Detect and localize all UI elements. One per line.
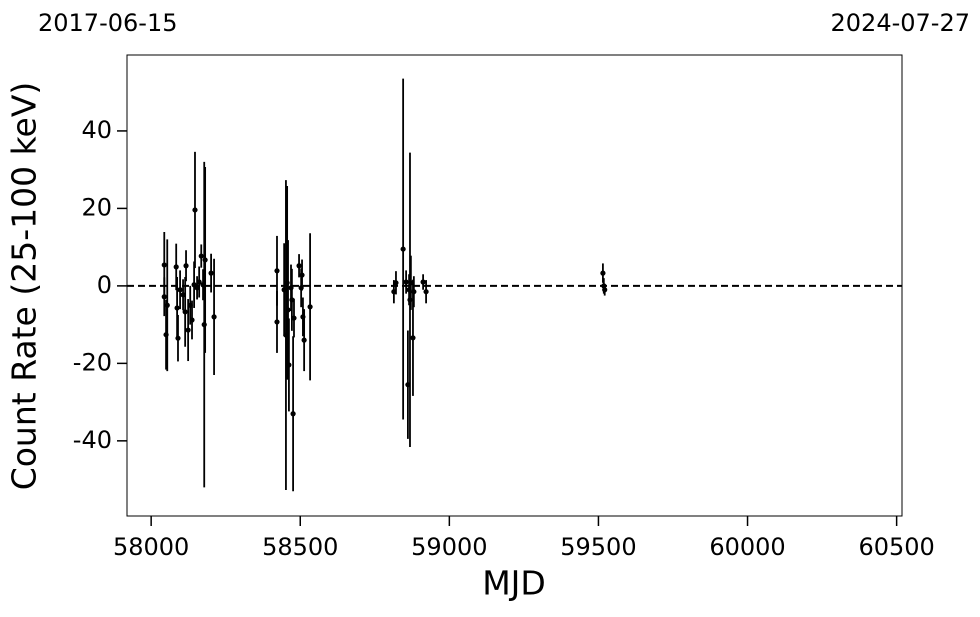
- x-tick-label: 58500: [262, 533, 338, 561]
- data-point: [177, 287, 183, 293]
- data-point: [602, 287, 608, 293]
- data-point: [201, 322, 207, 328]
- data-point: [296, 263, 302, 269]
- y-axis-label: Count Rate (25-100 keV): [5, 82, 44, 491]
- data-point: [600, 270, 606, 276]
- y-tick-label: 20: [81, 193, 112, 221]
- x-tick-label: 58000: [113, 533, 189, 561]
- data-point: [299, 272, 305, 278]
- top-right-date: 2024-07-27: [831, 9, 970, 37]
- data-point: [408, 280, 414, 286]
- y-tick-label: -20: [73, 348, 112, 376]
- data-point: [301, 337, 307, 343]
- data-point: [284, 280, 290, 286]
- data-point: [400, 246, 406, 252]
- data-point: [405, 382, 411, 388]
- data-point: [289, 297, 295, 303]
- data-point: [208, 270, 214, 276]
- data-point: [290, 411, 296, 417]
- top-left-date: 2017-06-15: [38, 9, 177, 37]
- x-axis-label: MJD: [482, 564, 546, 603]
- data-point: [175, 335, 181, 341]
- data-point: [283, 332, 289, 338]
- data-point: [161, 262, 167, 268]
- data-point: [194, 285, 200, 291]
- data-point: [288, 285, 294, 291]
- data-point: [281, 287, 287, 293]
- data-point: [180, 292, 186, 298]
- data-point: [161, 294, 167, 300]
- data-point: [174, 305, 180, 311]
- data-point: [403, 279, 409, 285]
- data-point: [173, 264, 179, 270]
- data-point: [420, 279, 426, 285]
- x-tick-label: 60500: [858, 533, 934, 561]
- data-point: [285, 307, 291, 313]
- data-point: [164, 302, 170, 308]
- data-point: [393, 280, 399, 286]
- data-point: [274, 319, 280, 325]
- data-point: [423, 289, 429, 295]
- x-tick-label: 59000: [411, 533, 487, 561]
- data-point: [298, 285, 304, 291]
- data-point: [200, 282, 206, 288]
- data-point: [291, 315, 297, 321]
- data-point: [198, 253, 204, 259]
- x-tick-label: 59500: [560, 533, 636, 561]
- data-point: [163, 332, 169, 338]
- data-point: [211, 314, 217, 320]
- data-point: [410, 335, 416, 341]
- y-tick-label: 40: [81, 116, 112, 144]
- data-point: [202, 257, 208, 263]
- data-point: [601, 283, 607, 289]
- data-point: [187, 302, 193, 308]
- data-point: [182, 309, 188, 315]
- y-tick-label: -40: [73, 426, 112, 454]
- data-point: [391, 289, 397, 295]
- data-point: [274, 268, 280, 274]
- data-point: [196, 279, 202, 285]
- data-point: [300, 314, 306, 320]
- data-point: [286, 362, 292, 368]
- data-point: [185, 327, 191, 333]
- data-point: [411, 289, 417, 295]
- x-tick-label: 60000: [709, 533, 785, 561]
- data-point: [407, 297, 413, 303]
- data-point: [406, 287, 412, 293]
- data-point: [307, 304, 313, 310]
- y-tick-label: 0: [97, 271, 112, 299]
- data-point: [192, 207, 198, 213]
- data-point: [189, 317, 195, 323]
- data-point: [183, 263, 189, 269]
